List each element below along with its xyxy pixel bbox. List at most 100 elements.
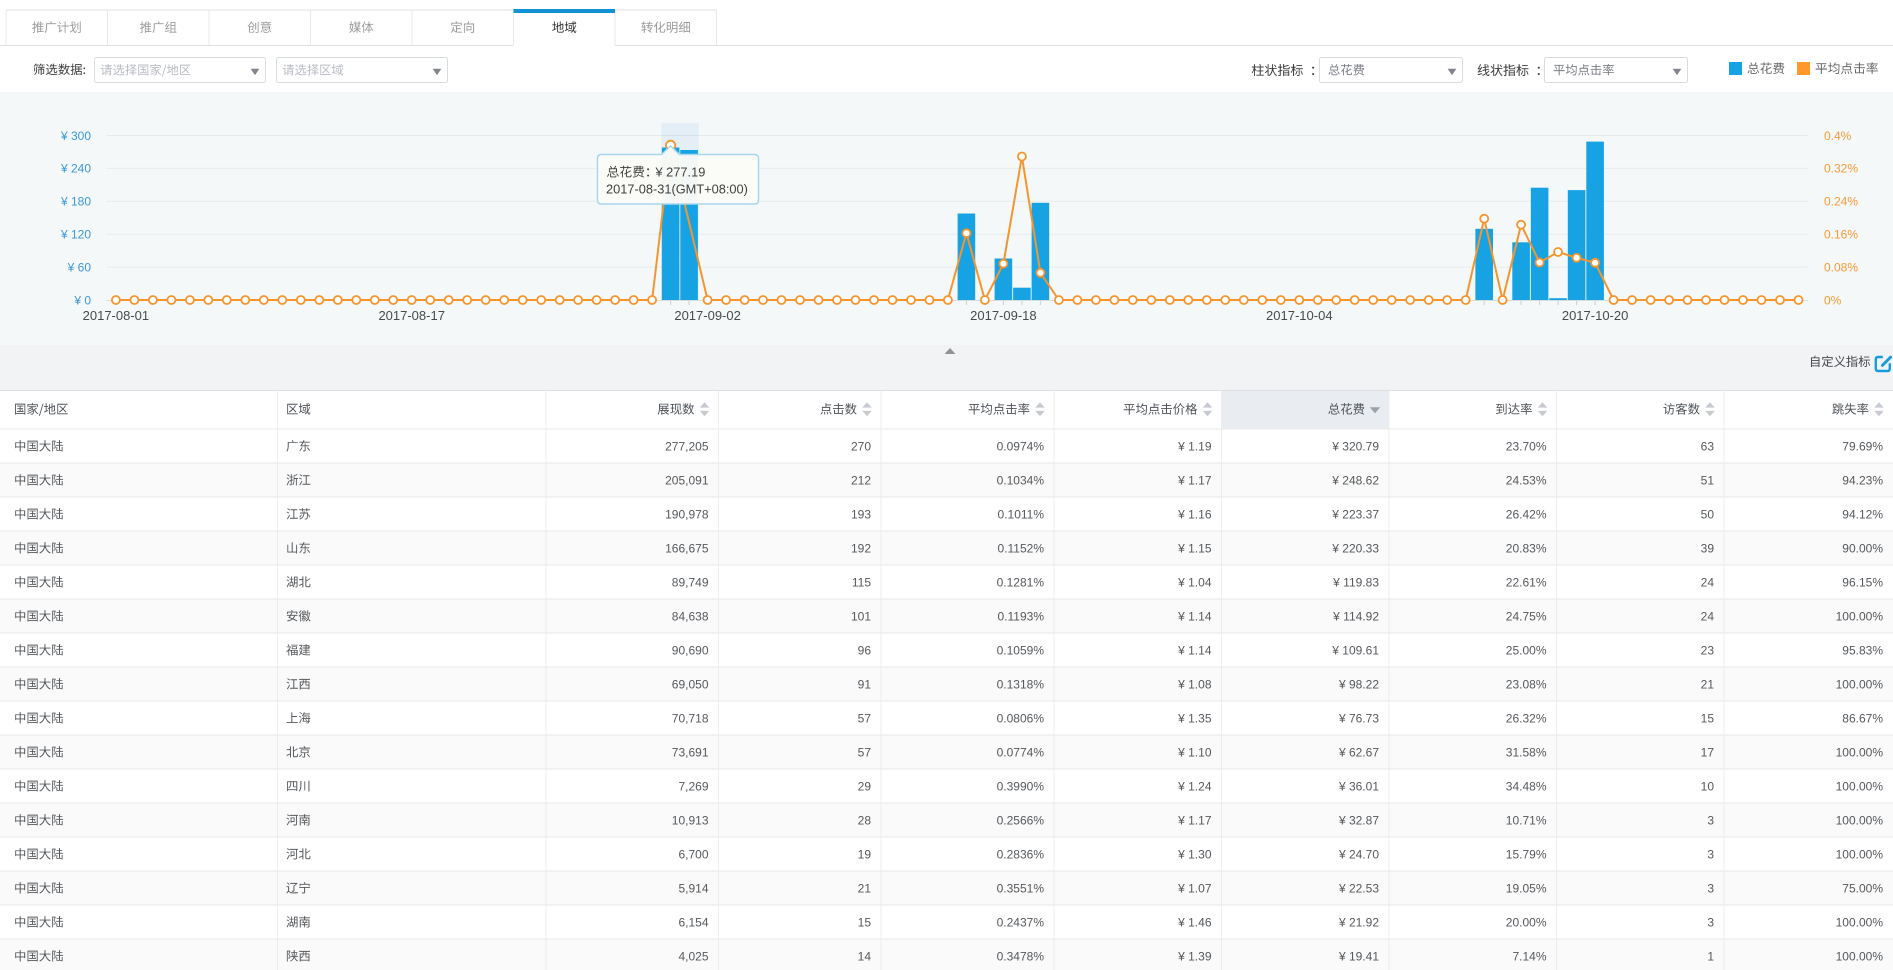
svg-text:79.69%: 79.69% [1842,439,1883,453]
svg-text:¥ 1.07: ¥ 1.07 [1177,881,1212,895]
svg-text:73,691: 73,691 [672,745,709,759]
svg-text:24.75%: 24.75% [1506,609,1547,623]
svg-text:5,914: 5,914 [678,881,708,895]
svg-text:17: 17 [1701,745,1715,759]
svg-text:0.24%: 0.24% [1824,195,1858,209]
svg-text:95.83%: 95.83% [1842,643,1883,657]
svg-text:0.1059%: 0.1059% [997,643,1045,657]
svg-text:2017-08-01: 2017-08-01 [83,308,150,323]
svg-text:0.1011%: 0.1011% [998,507,1045,521]
svg-text:0.1281%: 0.1281% [997,575,1045,589]
svg-text:69,050: 69,050 [672,677,709,691]
svg-text:0.3551%: 0.3551% [997,881,1045,895]
svg-text:115: 115 [852,575,871,589]
svg-text:57: 57 [858,711,872,725]
svg-text:0.1152%: 0.1152% [998,541,1045,555]
svg-text:166,675: 166,675 [665,541,709,555]
svg-text:0.0806%: 0.0806% [997,711,1045,725]
svg-text:0.1193%: 0.1193% [998,609,1045,623]
svg-text:¥ 220.33: ¥ 220.33 [1331,541,1379,555]
svg-text:¥ 0: ¥ 0 [73,293,91,307]
svg-text:94.12%: 94.12% [1842,507,1883,521]
svg-text:277,205: 277,205 [665,439,709,453]
svg-text:¥ 22.53: ¥ 22.53 [1338,881,1379,895]
svg-text:24.53%: 24.53% [1506,473,1547,487]
svg-text:¥ 223.37: ¥ 223.37 [1331,507,1379,521]
svg-text:90.00%: 90.00% [1842,541,1883,555]
svg-text:21: 21 [1701,677,1715,691]
svg-text:28: 28 [858,813,872,827]
svg-text:3: 3 [1707,847,1714,861]
svg-text:4,025: 4,025 [678,949,708,963]
svg-text:3: 3 [1707,915,1714,929]
svg-text:6,154: 6,154 [678,915,708,929]
svg-text:¥ 320.79: ¥ 320.79 [1331,439,1379,453]
svg-text:¥ 1.17: ¥ 1.17 [1177,813,1212,827]
svg-text:0.3478%: 0.3478% [997,949,1045,963]
svg-text:270: 270 [851,439,871,453]
svg-text:96.15%: 96.15% [1842,575,1883,589]
svg-text:0.1034%: 0.1034% [997,473,1045,487]
svg-text:15.79%: 15.79% [1506,847,1547,861]
svg-text:0.0774%: 0.0774% [997,745,1045,759]
svg-text:2017-09-18: 2017-09-18 [970,308,1037,323]
svg-text:0.32%: 0.32% [1824,162,1858,176]
svg-text:¥ 1.08: ¥ 1.08 [1177,677,1212,691]
svg-text:21: 21 [858,881,872,895]
svg-text:20.83%: 20.83% [1506,541,1547,555]
svg-text:0%: 0% [1824,293,1842,307]
svg-text:10.71%: 10.71% [1506,813,1547,827]
svg-text:101: 101 [851,609,871,623]
svg-text:¥ 1.04: ¥ 1.04 [1177,575,1212,589]
svg-text:94.23%: 94.23% [1842,473,1883,487]
svg-text:¥ 76.73: ¥ 76.73 [1338,711,1379,725]
svg-text:84,638: 84,638 [672,609,709,623]
svg-text:34.48%: 34.48% [1506,779,1547,793]
svg-text:15: 15 [1701,711,1715,725]
svg-text:63: 63 [1701,439,1715,453]
svg-text:50: 50 [1701,507,1715,521]
svg-text:100.00%: 100.00% [1836,745,1884,759]
svg-text:¥ 1.17: ¥ 1.17 [1177,473,1212,487]
svg-text:0.08%: 0.08% [1824,260,1858,274]
svg-text:100.00%: 100.00% [1836,813,1884,827]
svg-text:0.1318%: 0.1318% [997,677,1045,691]
svg-text:2017-09-02: 2017-09-02 [674,308,741,323]
svg-text:39: 39 [1701,541,1715,555]
svg-text:¥ 240: ¥ 240 [60,162,91,176]
svg-text:¥ 1.39: ¥ 1.39 [1177,949,1212,963]
svg-text:¥ 120: ¥ 120 [60,228,91,242]
svg-text:¥ 1.19: ¥ 1.19 [1177,439,1212,453]
svg-text:100.00%: 100.00% [1836,779,1884,793]
svg-text:¥ 300: ¥ 300 [60,129,91,143]
svg-text:29: 29 [858,779,872,793]
svg-text:1: 1 [1707,949,1714,963]
svg-text:¥ 1.30: ¥ 1.30 [1177,847,1212,861]
svg-text:212: 212 [851,473,871,487]
svg-text:¥ 1.15: ¥ 1.15 [1177,541,1212,555]
svg-text:23: 23 [1701,643,1715,657]
svg-text:192: 192 [851,541,871,555]
svg-text:¥ 60: ¥ 60 [67,260,92,274]
svg-text:15: 15 [858,915,872,929]
svg-text:205,091: 205,091 [665,473,709,487]
svg-text:¥ 62.67: ¥ 62.67 [1338,745,1379,759]
svg-text:193: 193 [851,507,871,521]
svg-text:¥ 248.62: ¥ 248.62 [1331,473,1379,487]
svg-text:¥ 19.41: ¥ 19.41 [1338,949,1379,963]
svg-text:89,749: 89,749 [672,575,709,589]
svg-text:¥ 1.35: ¥ 1.35 [1177,711,1212,725]
svg-text:31.58%: 31.58% [1506,745,1547,759]
svg-text:¥ 114.92: ¥ 114.92 [1332,609,1379,623]
svg-text:6,700: 6,700 [678,847,708,861]
svg-text:0.2566%: 0.2566% [997,813,1045,827]
svg-text:100.00%: 100.00% [1836,915,1884,929]
svg-text:¥ 277.19: ¥ 277.19 [655,165,706,180]
svg-text:2017-10-20: 2017-10-20 [1562,308,1629,323]
svg-text:0.16%: 0.16% [1824,228,1858,242]
svg-text:0.2437%: 0.2437% [997,915,1045,929]
svg-text:23.08%: 23.08% [1506,677,1547,691]
svg-text:10,913: 10,913 [672,813,709,827]
svg-text:0.2836%: 0.2836% [997,847,1045,861]
svg-text:25.00%: 25.00% [1506,643,1547,657]
